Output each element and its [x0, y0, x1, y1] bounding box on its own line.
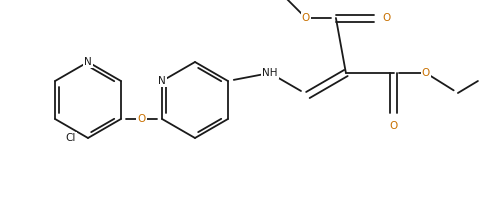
Text: N: N — [84, 57, 92, 67]
Text: O: O — [137, 114, 146, 124]
Text: Cl: Cl — [66, 133, 76, 143]
Text: O: O — [382, 13, 390, 23]
Text: O: O — [302, 13, 310, 23]
Text: O: O — [422, 68, 430, 78]
Text: N: N — [158, 76, 166, 86]
Text: NH: NH — [262, 68, 278, 78]
Text: O: O — [390, 121, 398, 131]
